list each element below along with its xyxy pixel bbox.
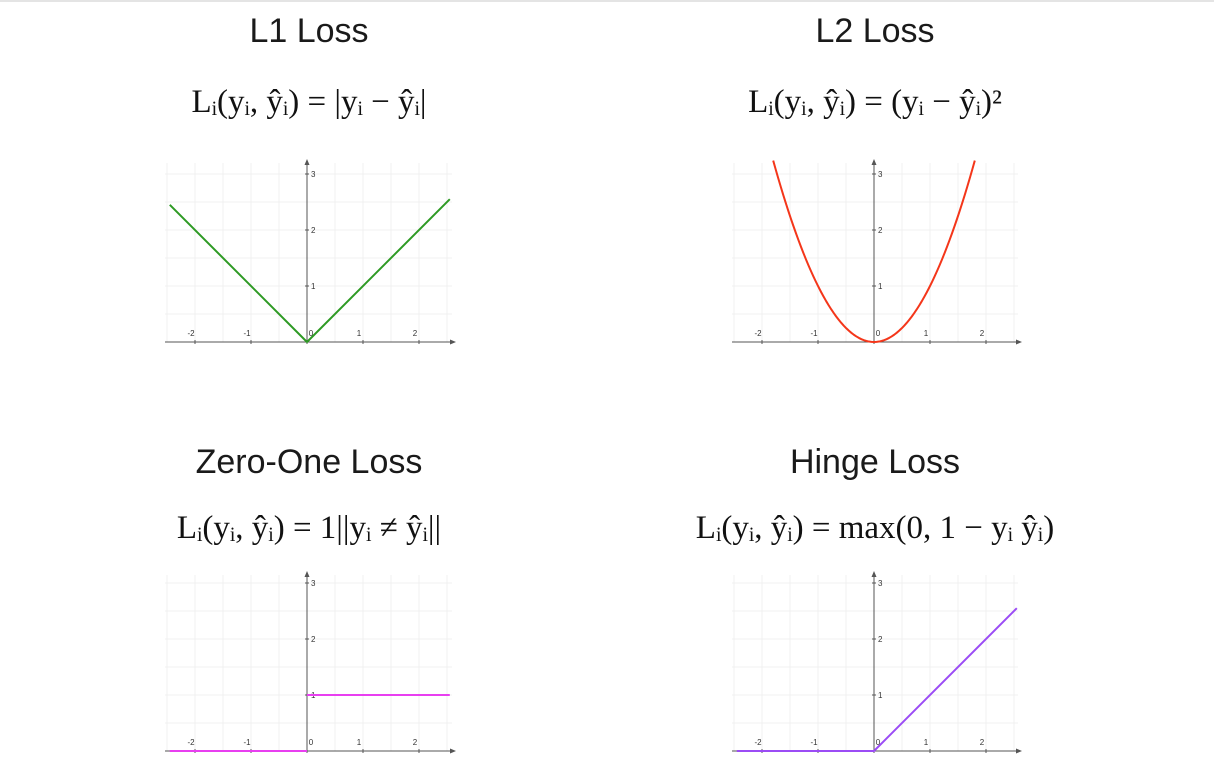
series-line <box>772 160 976 343</box>
x-tick-label: 0 <box>309 738 314 747</box>
y-tick-label: 3 <box>878 579 883 588</box>
y-axis-arrow <box>304 159 310 165</box>
x-tick-label: 0 <box>876 329 881 338</box>
y-tick-label: 2 <box>311 635 316 644</box>
x-axis-arrow <box>1016 339 1022 345</box>
y-axis-arrow <box>304 571 310 577</box>
y-tick-label: 3 <box>878 170 883 179</box>
series-line <box>736 607 1018 752</box>
x-tick-label: 2 <box>413 329 418 338</box>
series-line <box>169 198 451 343</box>
x-axis-arrow <box>1016 748 1022 754</box>
y-tick-label: 2 <box>878 226 883 235</box>
y-tick-label: 3 <box>311 170 316 179</box>
x-axis-arrow <box>450 339 456 345</box>
top-border <box>0 0 1214 2</box>
y-tick-label: 2 <box>878 635 883 644</box>
x-tick-label: 1 <box>924 329 929 338</box>
y-axis-arrow <box>871 571 877 577</box>
x-tick-label: -1 <box>243 738 251 747</box>
y-tick-label: 2 <box>311 226 316 235</box>
x-tick-label: 2 <box>980 329 985 338</box>
x-tick-label: -2 <box>187 329 195 338</box>
x-tick-label: 0 <box>876 738 881 747</box>
y-tick-label: 1 <box>878 282 883 291</box>
x-tick-label: 2 <box>413 738 418 747</box>
x-tick-label: 1 <box>357 738 362 747</box>
chart-title: L2 Loss <box>815 12 934 50</box>
x-tick-label: -2 <box>187 738 195 747</box>
chart-formula: Lᵢ(yᵢ, ŷᵢ) = |yᵢ − ŷᵢ| <box>191 84 426 120</box>
y-tick-label: 1 <box>878 691 883 700</box>
x-tick-label: -1 <box>810 329 818 338</box>
chart-title: Zero-One Loss <box>196 443 423 481</box>
y-axis-arrow <box>871 159 877 165</box>
x-tick-label: -2 <box>754 329 762 338</box>
x-tick-label: 1 <box>357 329 362 338</box>
x-tick-label: 2 <box>980 738 985 747</box>
y-tick-label: 3 <box>311 579 316 588</box>
chart-formula: Lᵢ(yᵢ, ŷᵢ) = max(0, 1 − yᵢ ŷᵢ) <box>696 510 1054 546</box>
chart-title: Hinge Loss <box>790 443 960 481</box>
x-tick-label: 0 <box>309 329 314 338</box>
x-tick-label: -1 <box>243 329 251 338</box>
x-tick-label: 1 <box>924 738 929 747</box>
y-tick-label: 1 <box>311 282 316 291</box>
x-tick-label: -2 <box>754 738 762 747</box>
chart-formula: Lᵢ(yᵢ, ŷᵢ) = 1||yᵢ ≠ ŷᵢ|| <box>177 510 441 546</box>
chart-formula: Lᵢ(yᵢ, ŷᵢ) = (yᵢ − ŷᵢ)² <box>748 84 1002 120</box>
x-axis-arrow <box>450 748 456 754</box>
x-tick-label: -1 <box>810 738 818 747</box>
chart-title: L1 Loss <box>249 12 368 50</box>
